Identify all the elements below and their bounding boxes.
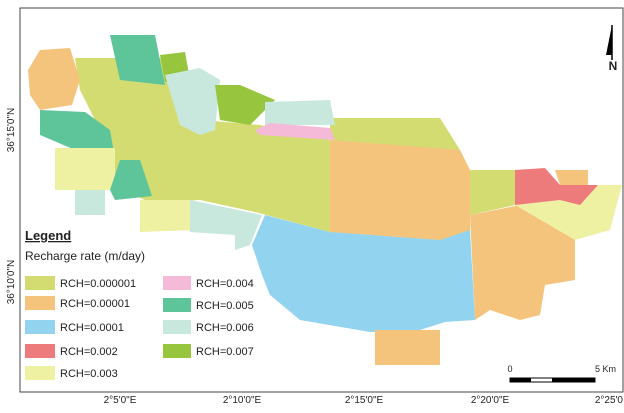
scale-bar-segment [510, 378, 531, 382]
north-arrow: N [606, 25, 617, 73]
legend-label: RCH=0.003 [60, 368, 118, 380]
legend-label: RCH=0.00001 [60, 298, 130, 310]
zone [190, 200, 262, 250]
zone [255, 123, 335, 140]
zone [375, 330, 440, 365]
zone [75, 190, 105, 215]
zone [515, 185, 622, 240]
zone [555, 170, 588, 185]
legend-label: RCH=0.006 [196, 322, 254, 334]
legend-swatch [25, 366, 55, 380]
zone [252, 215, 475, 332]
zone [470, 205, 575, 320]
legend-subtitle: Recharge rate (m/day) [25, 249, 145, 263]
legend-swatch [163, 276, 191, 290]
longitude-label: 2°25'0 [595, 395, 624, 406]
legend-swatch [163, 320, 191, 334]
legend-swatch [25, 276, 55, 290]
zones [28, 35, 622, 365]
legend-label: RCH=0.0001 [60, 322, 124, 334]
zone [40, 110, 115, 158]
zone [140, 200, 195, 232]
legend-swatch [25, 344, 55, 358]
zone [515, 168, 598, 205]
zone [28, 48, 80, 110]
zone [110, 35, 165, 85]
legend-label: RCH=0.007 [196, 346, 254, 358]
legend-swatch [163, 298, 191, 312]
latitude-label: 36°15'0"N [6, 108, 17, 153]
longitude-label: 2°5'0"E [104, 395, 137, 406]
north-label: N [609, 59, 618, 73]
legend-swatch [25, 296, 55, 310]
longitude-label: 2°15'0"E [345, 395, 384, 406]
legend-label: RCH=0.004 [196, 278, 254, 290]
zone [330, 140, 470, 240]
legend-label: RCH=0.000001 [60, 278, 136, 290]
latitude-label: 36°10'0"N [6, 260, 17, 305]
scale-bar: 0 5 Km [507, 364, 616, 383]
zone [265, 100, 335, 125]
legend-label: RCH=0.002 [60, 346, 118, 358]
zone [215, 85, 275, 125]
zone [165, 68, 220, 135]
legend-swatch [25, 320, 55, 334]
north-arrow-head [606, 25, 612, 55]
zone [55, 148, 115, 190]
scale-bar-segment [552, 378, 595, 382]
zone [110, 160, 152, 200]
legend-swatch [163, 344, 191, 358]
longitude-label: 2°10'0"E [223, 395, 262, 406]
legend-label: RCH=0.005 [196, 300, 254, 312]
longitude-label: 2°20'0"E [471, 395, 510, 406]
legend-title: Legend [25, 228, 71, 243]
scale-end: 5 Km [595, 364, 616, 374]
scale-start: 0 [507, 364, 512, 374]
